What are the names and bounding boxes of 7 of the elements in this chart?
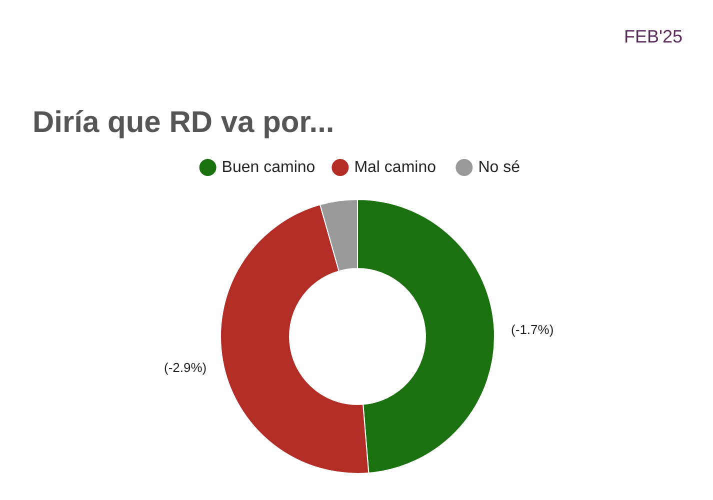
legend-label: Mal camino — [354, 159, 436, 176]
text: (-1.7%) — [511, 322, 554, 337]
text: (-2.9%) — [164, 360, 207, 376]
legend-label: Buen camino — [222, 159, 316, 176]
legend-label: No sé — [478, 159, 520, 176]
chart-title: Diría que RD va por... — [32, 106, 334, 139]
text: FEB'25 — [624, 26, 683, 46]
